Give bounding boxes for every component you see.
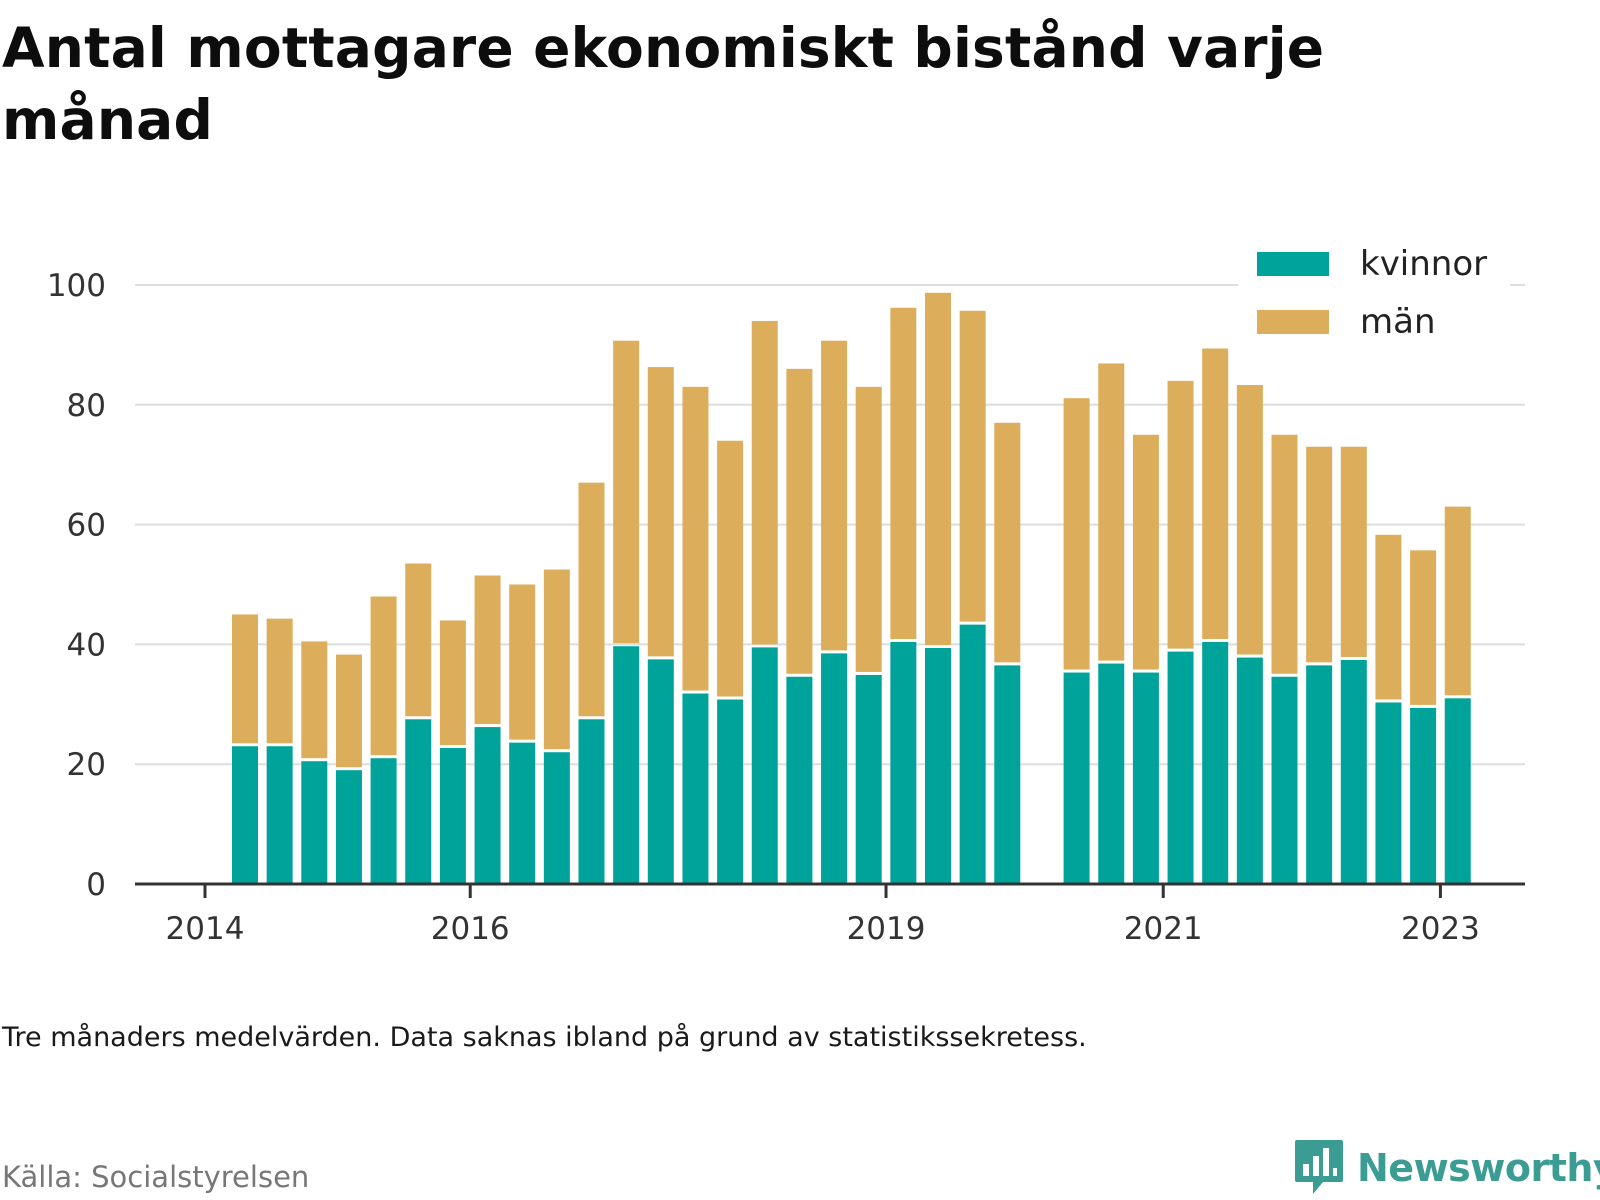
bar-man (821, 340, 848, 651)
bar-man (266, 618, 293, 744)
bar-kvinnor (1063, 672, 1090, 884)
bar-man (474, 575, 501, 725)
bar-man (1410, 550, 1437, 705)
bar-man (925, 292, 951, 645)
bar-man (1306, 446, 1333, 663)
bar-kvinnor (1202, 642, 1229, 884)
x-tick-label: 2019 (847, 911, 926, 947)
brand-name: Newsworthy (1357, 1146, 1600, 1190)
bars (232, 292, 1471, 884)
x-tick-label: 2014 (166, 911, 245, 947)
bar-kvinnor (1340, 659, 1367, 884)
bar-man (335, 654, 362, 768)
bar-man (855, 386, 882, 672)
bar-kvinnor (509, 742, 536, 884)
bar-kvinnor (1306, 665, 1333, 884)
bar-man (1132, 434, 1159, 670)
bar-kvinnor (751, 647, 778, 884)
bar-man (509, 584, 536, 740)
bar-man (370, 596, 397, 756)
bar-kvinnor (786, 676, 813, 884)
bar-kvinnor (717, 699, 744, 884)
y-tick-label: 60 (67, 508, 106, 544)
bar-man (1098, 363, 1125, 661)
y-tick-label: 20 (67, 747, 106, 783)
bar-kvinnor (543, 752, 570, 884)
bar-kvinnor (301, 761, 328, 884)
bar-man (890, 307, 917, 640)
bar-man (1444, 506, 1471, 696)
bar-kvinnor (959, 624, 986, 884)
bar-kvinnor (682, 693, 709, 884)
bar-kvinnor (1375, 702, 1402, 884)
x-tick-label: 2016 (431, 911, 510, 947)
bar-kvinnor (232, 746, 258, 884)
bar-man (578, 482, 605, 717)
bar-kvinnor (474, 727, 501, 884)
bar-man (751, 320, 778, 645)
x-axis-ticks: 2014 2016 2019 2021 2023 (166, 884, 1480, 947)
bar-man (613, 340, 640, 644)
bar-kvinnor (821, 653, 848, 884)
bar-man (232, 614, 258, 744)
bar-kvinnor (855, 674, 882, 884)
y-tick-label: 40 (67, 627, 106, 663)
bar-kvinnor (578, 719, 605, 884)
page-title: Antal mottagare ekonomiskt bistånd varje… (2, 16, 1325, 152)
bar-kvinnor (1271, 676, 1298, 884)
bar-kvinnor (1098, 663, 1125, 884)
legend-label: män (1360, 302, 1436, 342)
bar-kvinnor (925, 647, 951, 884)
source-label: Källa: Socialstyrelsen (2, 1160, 310, 1194)
legend: kvinnor män (1238, 232, 1510, 352)
bar-man (647, 367, 674, 657)
bar-man (543, 569, 570, 750)
bar-man (1202, 348, 1229, 640)
y-tick-label: 0 (86, 867, 106, 903)
bar-man (405, 563, 432, 717)
bar-man (1340, 446, 1367, 657)
y-axis-ticks: 0 20 40 60 80 100 (47, 268, 106, 903)
bar-man (1375, 534, 1402, 700)
x-tick-label: 2023 (1401, 911, 1480, 947)
bar-man (717, 440, 744, 697)
bar-kvinnor (1167, 651, 1194, 884)
x-tick-label: 2021 (1124, 911, 1203, 947)
bar-man (1063, 398, 1090, 670)
bar-man (1271, 434, 1298, 674)
bar-kvinnor (647, 659, 674, 884)
bar-man (439, 620, 466, 746)
bar-kvinnor (439, 748, 466, 884)
bar-kvinnor (405, 719, 432, 884)
y-tick-label: 80 (67, 388, 106, 424)
bar-man (1167, 380, 1194, 649)
bar-man (994, 422, 1021, 663)
bar-kvinnor (370, 758, 397, 884)
legend-swatch (1257, 252, 1329, 276)
bar-kvinnor (335, 770, 362, 884)
bar-kvinnor (1444, 698, 1471, 884)
bar-kvinnor (613, 646, 640, 884)
bar-kvinnor (1236, 657, 1263, 884)
bar-kvinnor (1132, 672, 1159, 884)
footnote: Tre månaders medelvärden. Data saknas ib… (2, 1022, 1087, 1053)
bar-man (682, 386, 709, 691)
bar-kvinnor (994, 665, 1021, 884)
newsworthy-logo-icon (1295, 1140, 1343, 1194)
bar-man (301, 641, 328, 759)
bar-man (959, 310, 986, 622)
bar-kvinnor (266, 746, 293, 884)
bar-man (786, 368, 813, 674)
bar-kvinnor (1410, 707, 1437, 884)
legend-swatch (1257, 310, 1329, 334)
y-tick-label: 100 (47, 268, 106, 304)
legend-label: kvinnor (1360, 244, 1487, 284)
bar-man (1236, 385, 1263, 655)
bar-kvinnor (890, 642, 917, 884)
brand-logo: Newsworthy (1293, 1138, 1600, 1198)
